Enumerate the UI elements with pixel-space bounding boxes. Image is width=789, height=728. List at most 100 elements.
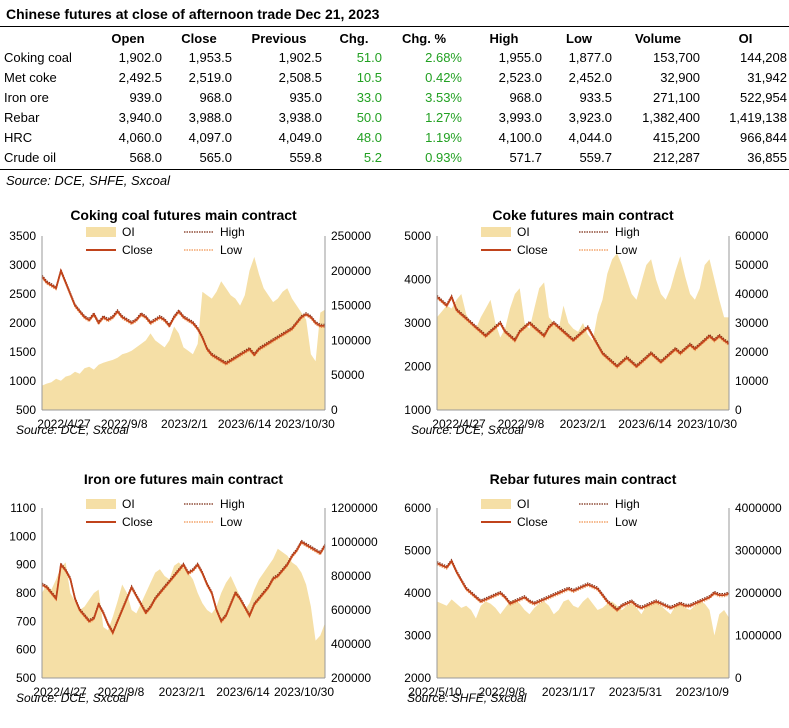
series-oi-area <box>42 548 325 678</box>
x-tick-label: 2023/2/1 <box>560 417 607 431</box>
table-cell: 2.68% <box>425 49 462 65</box>
y-right-tick-label: 50000 <box>735 258 769 272</box>
x-tick-label: 2022/9/8 <box>101 417 148 431</box>
x-tick-label: 2023/5/31 <box>609 685 663 699</box>
table-cell: 1.19% <box>425 129 462 145</box>
y-right-tick-label: 100000 <box>331 333 371 347</box>
x-tick-label: 2023/6/14 <box>218 417 272 431</box>
legend-swatch-oi <box>481 227 511 237</box>
legend-label-high: High <box>615 225 640 239</box>
legend-label-close: Close <box>122 243 153 257</box>
table-cell: 939.0 <box>129 89 162 105</box>
table-cell: 1.27% <box>425 109 462 125</box>
y-left-tick-label: 2000 <box>9 316 36 330</box>
chart-svg: Coking coal futures main contract 500 1000… <box>9 207 371 437</box>
x-tick-label: 2023/1/17 <box>542 685 596 699</box>
chart-title: Coke futures main contract <box>492 207 674 223</box>
table-cell: 2,452.0 <box>568 69 612 85</box>
y-right-tick-label: 0 <box>735 403 742 417</box>
table-cell: 415,200 <box>653 129 700 145</box>
table-row: Met coke 2,492.5 2,519.0 2,508.5 10.5 0.42% 2,… <box>0 67 789 87</box>
legend-swatch-oi <box>86 499 116 509</box>
table-cell: 4,049.0 <box>278 129 322 145</box>
header-close: Close <box>181 30 217 46</box>
y-right-tick-label: 400000 <box>331 637 371 651</box>
y-right-tick-label: 4000000 <box>735 501 782 515</box>
table-cell: 1,955.0 <box>498 49 542 65</box>
series-oi-area <box>42 256 325 410</box>
series-close-line <box>41 268 325 365</box>
chart-legend: OI High Close Low <box>481 225 640 257</box>
table-cell: 559.8 <box>289 149 322 165</box>
header-name <box>0 29 92 47</box>
x-tick-label: 2022/9/8 <box>98 685 145 699</box>
y-left-tick-label: 4000 <box>404 273 431 287</box>
x-tick-label: 2023/6/14 <box>216 685 270 699</box>
chart-legend: OI High Close Low <box>86 225 245 257</box>
legend-label-close: Close <box>122 515 153 529</box>
y-left-tick-label: 4000 <box>404 586 431 600</box>
table-cell: 3,993.0 <box>498 109 542 125</box>
chart-source: Source: DCE, Sxcoal <box>16 691 129 705</box>
table-source: Source: DCE, SHFE, Sxcoal <box>6 173 170 188</box>
series-close-line <box>436 559 730 612</box>
table-cell: 4,044.0 <box>568 129 612 145</box>
table-cell: 522,954 <box>740 89 787 105</box>
table-cell: 31,942 <box>747 69 787 85</box>
table-cell: 1,902.0 <box>118 49 162 65</box>
y-right-tick-label: 3000000 <box>735 544 782 558</box>
y-left-tick-label: 1000 <box>9 374 36 388</box>
page-title: Chinese futures at close of afternoon tr… <box>6 6 380 22</box>
table-cell: 33.0 <box>356 89 382 105</box>
table-cell: 36,855 <box>747 149 787 165</box>
chart-legend: OI High Close Low <box>481 497 640 529</box>
legend-label-high: High <box>615 497 640 511</box>
series-low-line <box>41 270 325 366</box>
chart-source: Source: DCE, Sxcoal <box>411 423 524 437</box>
series-high-line <box>436 558 730 610</box>
x-tick-label: 2022/5/10 <box>408 685 462 699</box>
y-left-tick-label: 700 <box>16 614 36 628</box>
y-right-tick-label: 30000 <box>735 316 769 330</box>
legend-swatch-oi <box>86 227 116 237</box>
legend-swatch-oi <box>481 499 511 509</box>
y-left-tick-label: 5000 <box>404 229 431 243</box>
legend-label-high: High <box>220 497 245 511</box>
table-cell: 0.42% <box>425 69 462 85</box>
series-close-line <box>436 294 730 368</box>
chart-svg: Coke futures main contract 1000 2000 3000 40… <box>404 207 769 437</box>
header-chg-pct: Chg. % <box>401 30 447 46</box>
legend-label-oi: OI <box>122 225 135 239</box>
y-right-tick-label: 600000 <box>331 603 371 617</box>
table-cell: 48.0 <box>356 129 382 145</box>
table-cell: 968.0 <box>199 89 232 105</box>
y-left-tick-label: 5000 <box>404 544 431 558</box>
table-cell: 153,700 <box>653 49 700 65</box>
title-divider <box>0 26 789 27</box>
y-right-tick-label: 1000000 <box>735 629 782 643</box>
header-high: High <box>489 30 519 46</box>
y-right-tick-label: 0 <box>331 403 338 417</box>
chart-rebar: Rebar futures main contract 2000 3000 4000 5… <box>395 464 789 726</box>
y-right-tick-label: 200000 <box>331 264 371 278</box>
table-cell: 3,923.0 <box>568 109 612 125</box>
y-right-tick-label: 20000 <box>735 345 769 359</box>
x-tick-label: 2022/9/8 <box>478 685 525 699</box>
chart-title: Coking coal futures main contract <box>70 207 297 223</box>
legend-label-close: Close <box>517 243 548 257</box>
table-row: HRC 4,060.0 4,097.0 4,049.0 48.0 1.19% 4,100.0… <box>0 127 789 147</box>
y-right-tick-label: 200000 <box>331 671 371 685</box>
header-previous: Previous <box>251 30 307 46</box>
y-right-tick-label: 10000 <box>735 374 769 388</box>
x-tick-label: 2023/10/30 <box>274 685 334 699</box>
table-cell: 4,097.0 <box>188 129 232 145</box>
table-cell: 5.2 <box>363 149 382 165</box>
legend-label-oi: OI <box>122 497 135 511</box>
legend-label-low: Low <box>220 515 242 529</box>
x-tick-label: 2023/2/1 <box>159 685 206 699</box>
commodity-name: HRC <box>4 129 33 145</box>
table-cell: 3,940.0 <box>118 109 162 125</box>
y-left-tick-label: 2500 <box>9 287 36 301</box>
table-cell: 568.0 <box>129 149 162 165</box>
table-cell: 32,900 <box>660 69 700 85</box>
